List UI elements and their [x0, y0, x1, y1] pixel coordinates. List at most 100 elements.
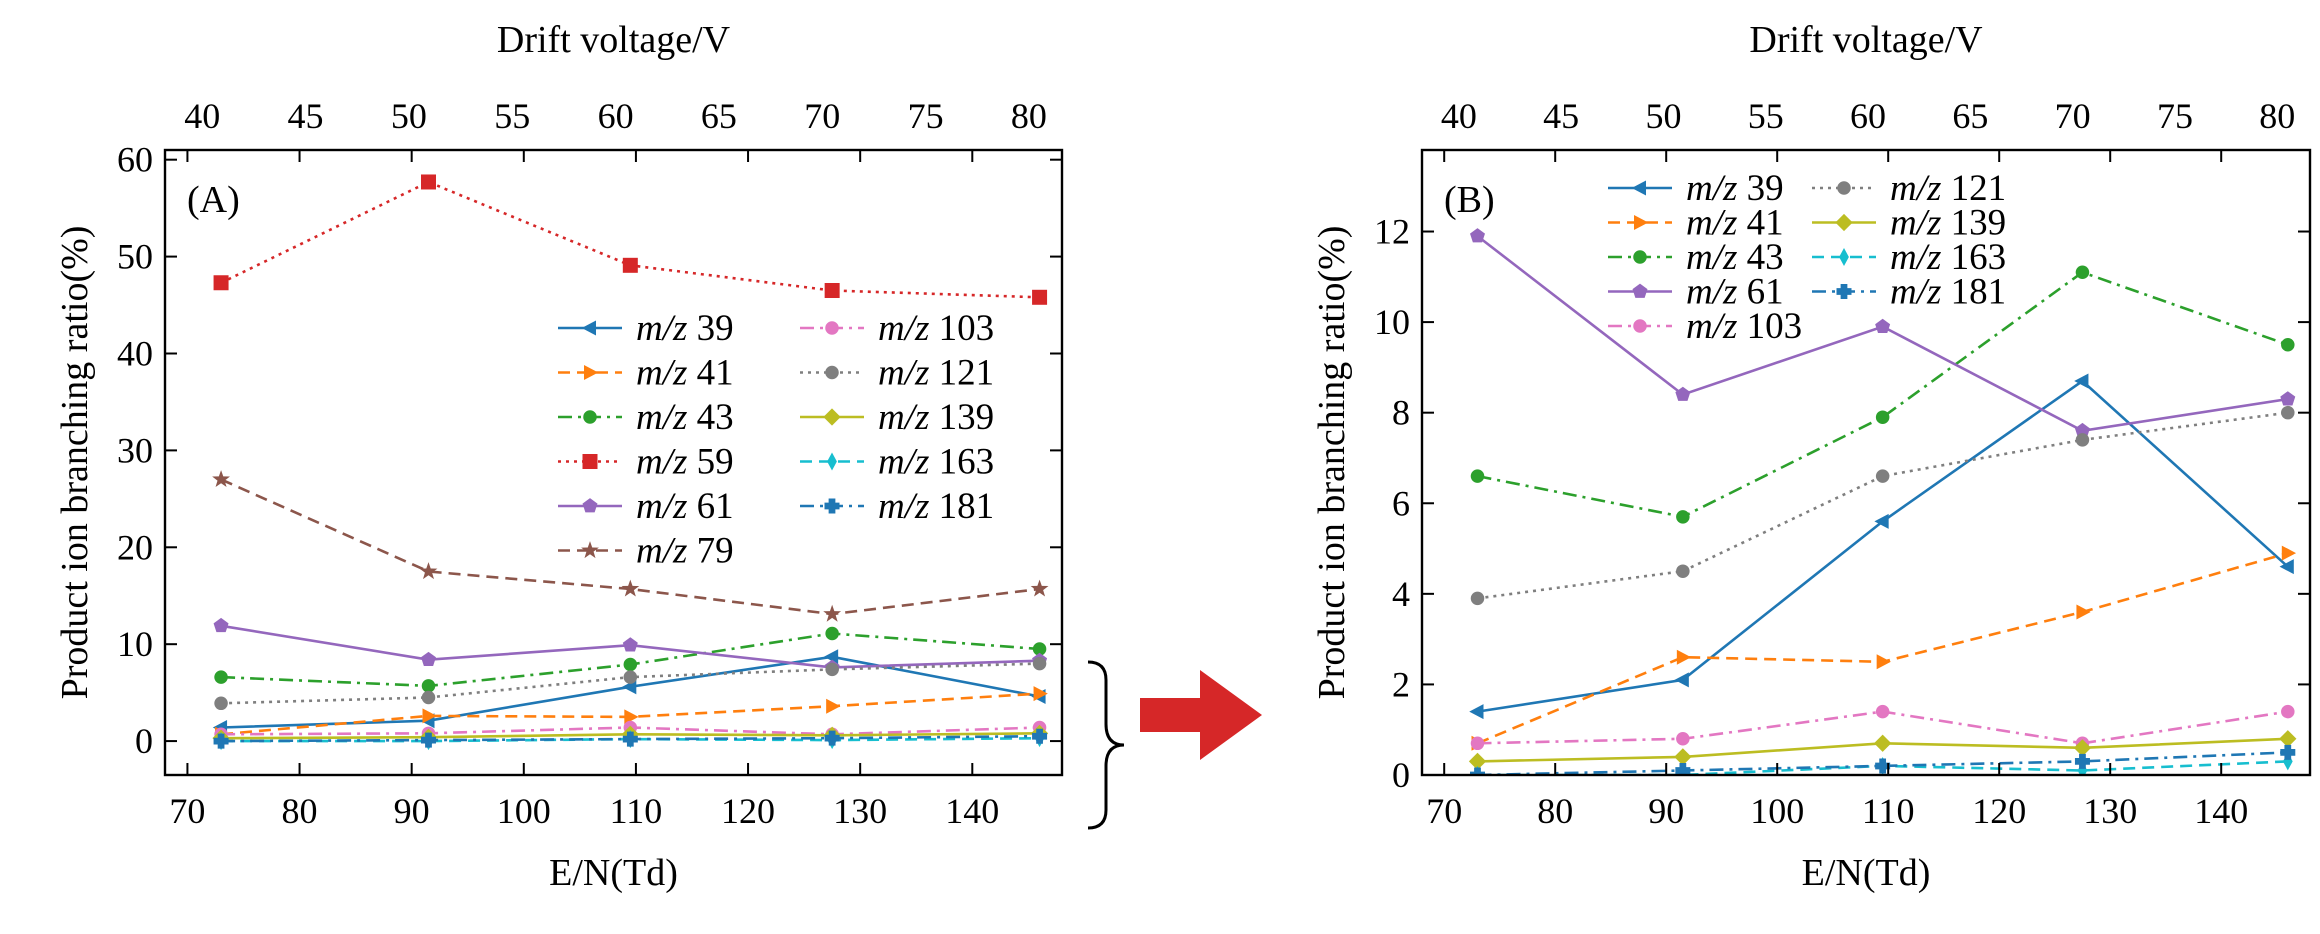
- top-x-tick-label: 80: [1011, 96, 1047, 136]
- top-x-tick-label: 70: [2055, 96, 2091, 136]
- data-point-m121: [2281, 405, 2295, 420]
- legend-number: 43: [697, 397, 734, 438]
- x-tick-label: 110: [610, 791, 663, 831]
- legend-marker-m121: [825, 365, 839, 380]
- data-point-m59: [824, 283, 840, 299]
- x-tick-label: 130: [2083, 791, 2137, 831]
- legend-label-m139: m/z 139: [878, 397, 994, 438]
- curly-brace-icon: [1087, 660, 1125, 830]
- legend-label-m103: m/z 103: [1686, 306, 1802, 347]
- legend-label-m79: m/z 79: [636, 531, 734, 572]
- data-point-m181: [1675, 762, 1691, 775]
- legend-label-m59: m/z 59: [636, 442, 734, 483]
- data-point-m61: [421, 651, 436, 667]
- legend-label-m121: m/z 121: [878, 353, 994, 394]
- legend-prefix: m/z: [636, 308, 687, 349]
- y-tick-label: 30: [117, 430, 153, 470]
- y-tick-label: 10: [117, 624, 153, 664]
- legend-number: 61: [1747, 272, 1784, 313]
- legend-space: [687, 486, 696, 527]
- legend-number: 59: [697, 442, 734, 483]
- legend-space: [929, 353, 938, 394]
- data-point-m121: [421, 690, 436, 705]
- x-tick-label: 110: [1862, 791, 1915, 831]
- legend-marker-m139: [823, 408, 841, 426]
- series-line-m61: [1476, 235, 2288, 433]
- data-point-m121: [2075, 433, 2090, 447]
- y-axis-title: Product ion branching ratio(%): [1311, 226, 1353, 700]
- y-tick-label: 6: [1392, 483, 1410, 523]
- legend-label-m181: m/z 181: [1890, 272, 2006, 313]
- y-tick-label: 12: [1374, 212, 1410, 252]
- legend-label-m139: m/z 139: [1890, 203, 2006, 244]
- data-point-m39: [1469, 704, 1484, 720]
- data-point-m43: [825, 626, 839, 641]
- top-x-tick-label: 45: [1543, 96, 1579, 136]
- x-axis-title: E/N(Td): [1802, 852, 1931, 894]
- legend-prefix: m/z: [1890, 272, 1941, 313]
- series-line-m181: [1477, 751, 2288, 775]
- legend-label-m103: m/z 103: [878, 308, 994, 349]
- x-tick-label: 80: [282, 791, 318, 831]
- legend-prefix: m/z: [1890, 168, 1941, 209]
- data-point-m41: [1676, 649, 1692, 665]
- legend-prefix: m/z: [878, 308, 929, 349]
- legend-number: 163: [1951, 237, 2007, 278]
- data-point-m39: [1874, 513, 1889, 529]
- data-point-m121: [1676, 564, 1690, 578]
- data-point-m61: [1675, 386, 1691, 401]
- legend-space: [687, 531, 696, 572]
- data-point-m43: [1470, 469, 1485, 483]
- x-tick-label: 70: [169, 791, 205, 831]
- x-tick-label: 90: [394, 791, 430, 831]
- top-x-tick-label: 75: [908, 96, 944, 136]
- legend-prefix: m/z: [636, 486, 687, 527]
- data-point-m181: [213, 733, 229, 749]
- data-point-m59: [213, 275, 229, 291]
- data-point-m43: [1875, 410, 1890, 424]
- x-tick-label: 140: [945, 791, 999, 831]
- legend-space: [929, 308, 938, 349]
- y-tick-label: 10: [1374, 302, 1410, 342]
- top-x-tick-label: 40: [184, 96, 220, 136]
- data-point-m139: [1874, 734, 1892, 752]
- data-point-m41: [624, 709, 639, 725]
- top-x-tick-label: 70: [804, 96, 840, 136]
- y-tick-label: 60: [117, 140, 153, 180]
- legend-prefix: m/z: [636, 442, 687, 483]
- legend-prefix: m/z: [1686, 306, 1737, 347]
- top-x-tick-label: 45: [288, 96, 324, 136]
- top-x-tick-label: 75: [2157, 96, 2193, 136]
- legend-number: 43: [1747, 237, 1784, 278]
- panel-b: 70 80 90 100 110 120 130 140 40 45 50 55 60 65 70 75 80 0…: [1311, 19, 2312, 894]
- data-point-m103: [1875, 704, 1890, 719]
- data-point-m39: [2279, 559, 2294, 575]
- data-point-m79: [621, 579, 640, 597]
- data-point-m43: [2075, 265, 2090, 280]
- data-point-m61: [2074, 422, 2090, 438]
- series-line-m121: [1477, 411, 2288, 600]
- data-point-m39: [823, 649, 839, 665]
- legend-label-m41: m/z 41: [636, 353, 734, 394]
- top-x-tick-label: 50: [391, 96, 427, 136]
- data-point-m121: [825, 662, 839, 677]
- data-point-m139: [1674, 748, 1692, 766]
- data-point-m43: [1032, 642, 1047, 656]
- connector: [1087, 660, 1262, 830]
- data-point-m59: [622, 257, 638, 273]
- data-point-m139: [2073, 739, 2092, 757]
- data-point-m121: [214, 696, 228, 711]
- y-tick-label: 4: [1392, 574, 1410, 614]
- legend-marker-m181: [824, 498, 840, 514]
- top-x-tick-label: 65: [701, 96, 737, 136]
- data-point-m59: [1032, 289, 1048, 305]
- legend-space: [687, 442, 696, 483]
- plot-frame: [1420, 148, 2312, 777]
- legend-number: 181: [939, 486, 995, 527]
- legend-number: 103: [1747, 306, 1803, 347]
- top-x-tick-label: 40: [1441, 96, 1477, 136]
- legend-label-m181: m/z 181: [878, 486, 994, 527]
- legend-label-m39: m/z 39: [1686, 168, 1784, 209]
- legend-prefix: m/z: [1890, 203, 1941, 244]
- legend-space: [929, 486, 938, 527]
